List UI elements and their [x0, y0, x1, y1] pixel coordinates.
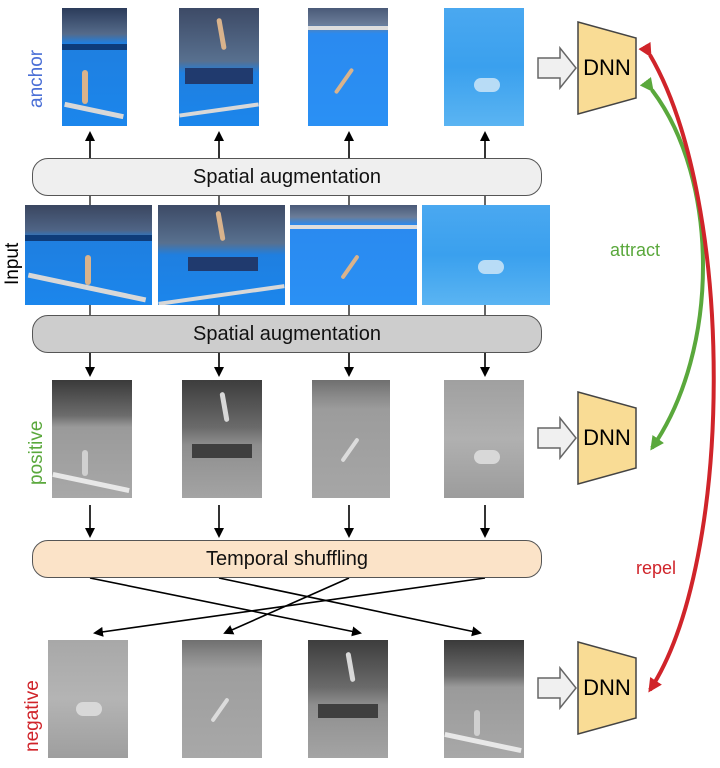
dnn-shape-anchor	[577, 21, 637, 115]
feed-arrow-negative	[537, 665, 577, 711]
dnn-label-anchor: DNN	[583, 55, 631, 80]
dnn-shape-positive	[577, 391, 637, 485]
repel-label: repel	[636, 558, 677, 578]
shuffle-arrow-4	[93, 577, 486, 637]
input-frame-1	[25, 205, 152, 305]
repel-arrow	[638, 41, 716, 693]
dnn-label-positive: DNN	[583, 425, 631, 450]
temporal-shuffling: Temporal shuffling	[32, 540, 542, 578]
positive-frame-2	[182, 380, 262, 498]
spatial-augmentation-top: Spatial augmentation	[32, 158, 542, 196]
anchor-frame-3	[308, 8, 388, 126]
shuffle-arrow-1	[89, 577, 362, 637]
anchor-label: anchor	[26, 49, 47, 108]
input-frame-3	[290, 205, 417, 305]
input-label: Input	[2, 242, 23, 285]
negative-frame-4	[444, 640, 524, 758]
dnn-shape-negative	[577, 641, 637, 735]
negative-frame-1	[48, 640, 128, 758]
shuffle-arrow-2	[218, 577, 482, 637]
feed-arrow-positive	[537, 415, 577, 461]
positive-frame-1	[52, 380, 132, 498]
dnn-label-negative: DNN	[583, 675, 631, 700]
positive-frame-3	[312, 380, 390, 498]
anchor-frame-4	[444, 8, 524, 126]
input-frame-4	[422, 205, 550, 305]
positive-frame-4	[444, 380, 524, 498]
spatial-augmentation-bottom: Spatial augmentation	[32, 315, 542, 353]
positive-label: positive	[26, 420, 47, 485]
attract-arrow	[639, 77, 705, 451]
feed-arrow-anchor	[537, 45, 577, 91]
attract-label: attract	[610, 240, 661, 260]
anchor-frame-2	[179, 8, 259, 126]
negative-label: negative	[22, 680, 43, 752]
anchor-frame-1	[62, 8, 127, 126]
negative-frame-3	[308, 640, 388, 758]
input-frame-2	[158, 205, 285, 305]
negative-frame-2	[182, 640, 262, 758]
